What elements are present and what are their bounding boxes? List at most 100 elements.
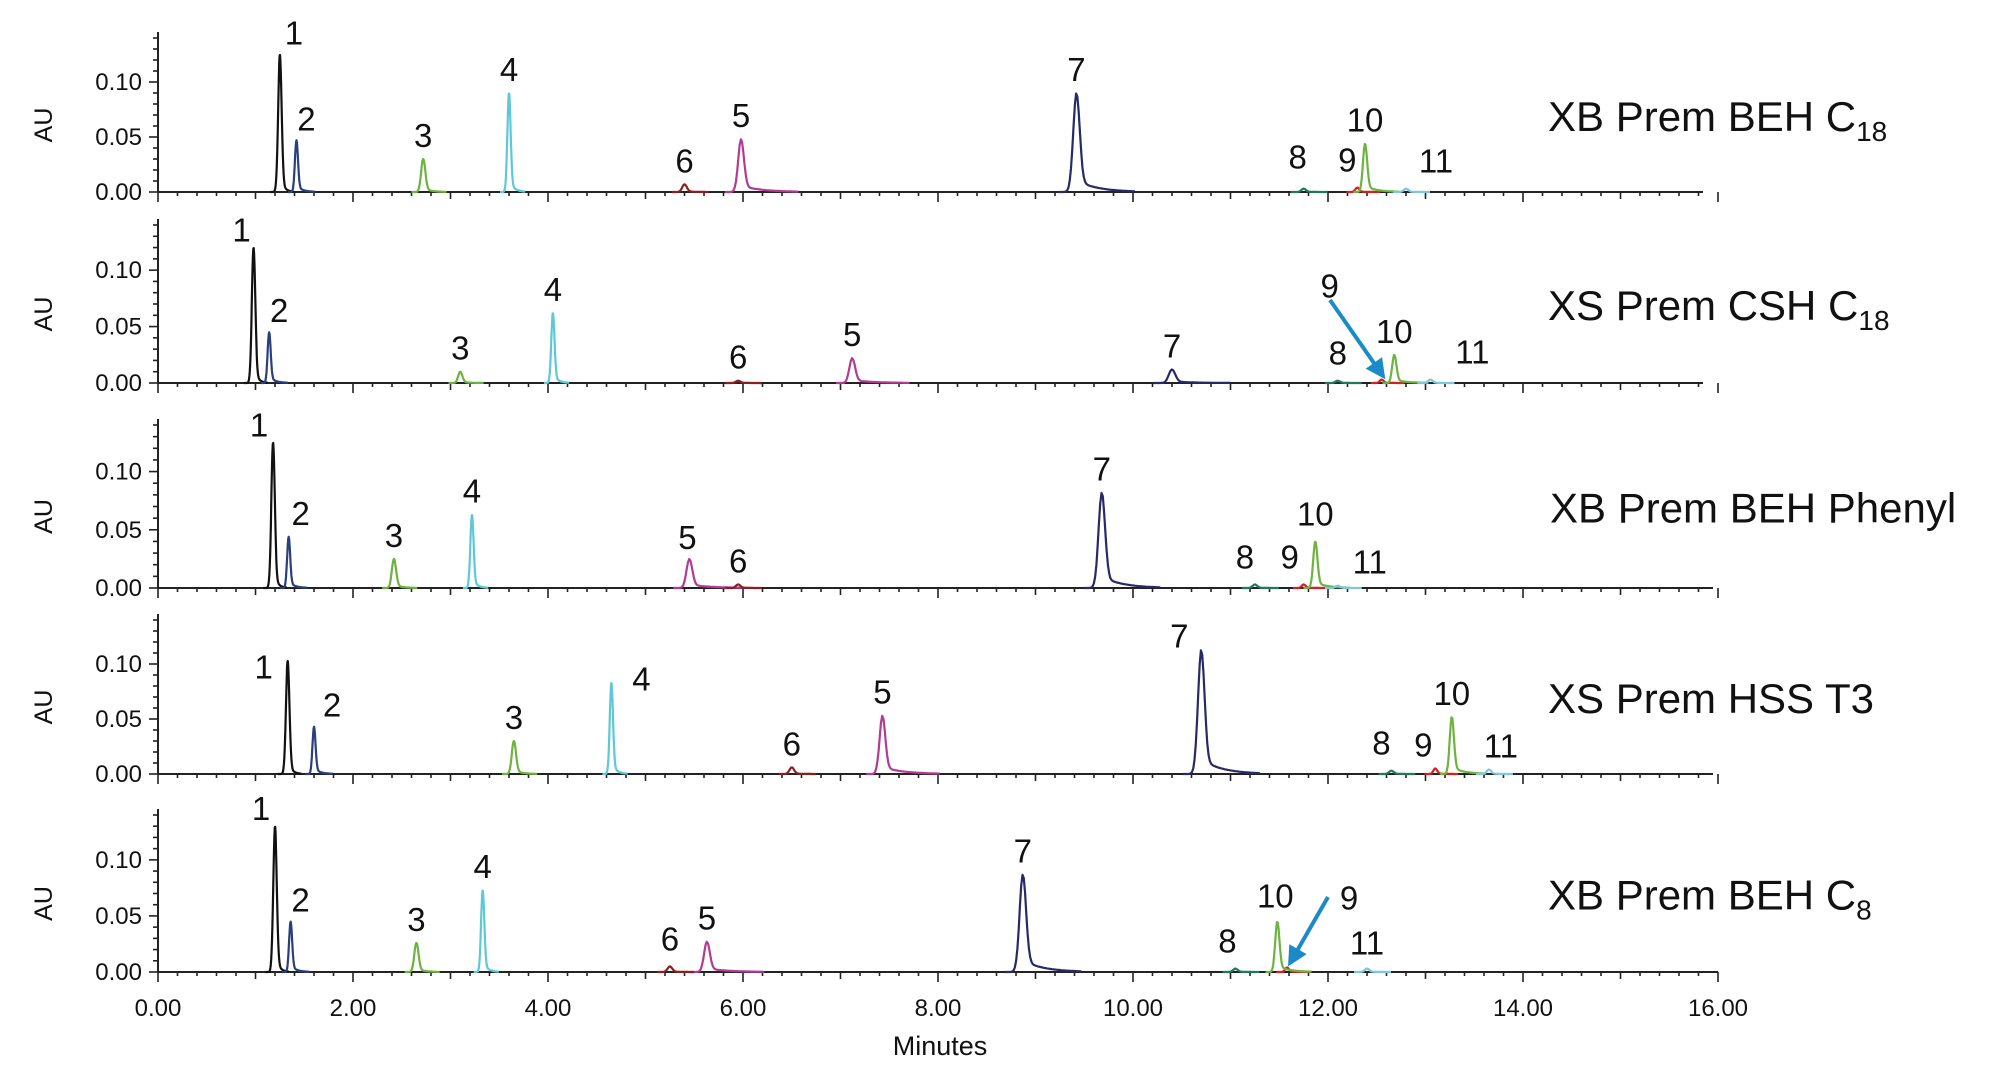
y-tick-label: 0.10 xyxy=(95,459,142,486)
peak-trace-7 xyxy=(1153,368,1231,385)
peak-label: 10 xyxy=(1347,102,1384,139)
peak-label: 5 xyxy=(843,316,861,353)
peak-trace-4 xyxy=(543,312,570,385)
peak-trace-3 xyxy=(381,557,418,590)
peak-trace-6 xyxy=(724,583,763,590)
peak-label: 1 xyxy=(252,790,270,827)
peak-label: 4 xyxy=(473,848,491,885)
peak-label: 8 xyxy=(1288,139,1306,176)
peak-trace-9 xyxy=(1346,186,1381,194)
column-label: XS Prem CSH C18 xyxy=(1548,282,1890,336)
peak-trace-10 xyxy=(1303,540,1350,590)
peak-label: 8 xyxy=(1372,725,1390,762)
peak-label: 10 xyxy=(1433,675,1470,712)
peak-label: 7 xyxy=(1093,451,1111,488)
column-label: XB Prem BEH C18 xyxy=(1548,93,1887,147)
peak-trace-1 xyxy=(269,53,295,194)
peak-label: 9 xyxy=(1340,880,1358,917)
peak-label: 1 xyxy=(254,649,272,686)
column-label-subscript: 8 xyxy=(1856,895,1872,926)
peak-trace-8 xyxy=(1241,583,1280,590)
peak-label: 5 xyxy=(698,900,716,937)
peak-trace-4 xyxy=(601,682,629,776)
peak-label: 7 xyxy=(1067,51,1085,88)
y-tick-label: 0.00 xyxy=(95,370,142,397)
peak-label: 6 xyxy=(729,543,747,580)
peak-label: 7 xyxy=(1163,327,1181,364)
peak-label: 6 xyxy=(661,920,679,957)
peak-trace-5 xyxy=(725,138,799,194)
peak-label: 3 xyxy=(407,901,425,938)
x-tick-label: 14.00 xyxy=(1493,995,1553,1022)
peak-trace-2 xyxy=(259,331,289,385)
column-label-main: XS Prem CSH C xyxy=(1548,282,1858,329)
peak-label: 11 xyxy=(1419,143,1453,180)
x-tick-label: 12.00 xyxy=(1298,995,1358,1022)
peak-label: 6 xyxy=(675,142,693,179)
x-axis-title: Minutes xyxy=(893,1031,988,1061)
peak-label: 10 xyxy=(1376,313,1413,350)
column-label: XS Prem HSS T3 xyxy=(1548,675,1874,722)
chromatogram-panel: 0.00 0.05 0.10 AU 1 2 3 4 5 6 7 8 910 11 XS Prem HSS T… xyxy=(30,614,1874,788)
peak-trace-1 xyxy=(262,441,288,590)
column-label-main: XB Prem BEH C xyxy=(1548,93,1856,140)
peak-label: 1 xyxy=(232,212,250,249)
peak-trace-8 xyxy=(1378,769,1416,776)
peak-trace-11 xyxy=(1392,187,1431,194)
y-axis-title: AU xyxy=(30,108,58,143)
peak-trace-2 xyxy=(287,139,316,194)
y-tick-label: 0.00 xyxy=(95,761,142,788)
y-tick-label: 0.00 xyxy=(95,959,142,986)
peak-trace-1 xyxy=(277,660,303,776)
y-axis-title: AU xyxy=(30,886,58,921)
peak-label: 2 xyxy=(323,687,341,724)
x-tick-label: 16.00 xyxy=(1688,995,1748,1022)
chromatogram-panel: 0.00 0.05 0.10 AU 1 2 3 4 56 7 8 9 10 11 XB Prem BEH P… xyxy=(30,406,1956,602)
peak-trace-11 xyxy=(1324,584,1363,590)
peak-pointer-arrow xyxy=(1288,896,1330,967)
peak-label: 11 xyxy=(1484,728,1518,765)
peak-trace-5 xyxy=(866,714,940,776)
peak-label: 11 xyxy=(1455,334,1489,371)
peak-trace-6 xyxy=(724,379,763,385)
peak-label: 11 xyxy=(1350,925,1384,962)
peak-trace-3 xyxy=(404,941,441,974)
x-tick-label: 0.00 xyxy=(135,995,182,1022)
column-label: XB Prem BEH C8 xyxy=(1548,872,1872,926)
y-tick-label: 0.05 xyxy=(95,124,142,151)
peak-trace-7 xyxy=(1183,649,1260,776)
peak-label: 1 xyxy=(285,15,303,52)
peak-trace-10 xyxy=(1352,142,1400,194)
peak-label: 11 xyxy=(1353,544,1387,581)
x-tick-label: 10.00 xyxy=(1103,995,1163,1022)
y-tick-label: 0.10 xyxy=(95,257,142,284)
peak-trace-4 xyxy=(462,514,489,590)
peak-trace-5 xyxy=(836,357,910,385)
peak-trace-10 xyxy=(1265,920,1312,974)
peak-label: 9 xyxy=(1320,268,1338,305)
peak-label: 4 xyxy=(544,271,562,308)
column-label-main: XB Prem BEH Phenyl xyxy=(1550,485,1956,532)
y-tick-label: 0.10 xyxy=(95,651,142,678)
peak-trace-3 xyxy=(501,739,538,776)
peak-label: 9 xyxy=(1338,142,1356,179)
y-tick-label: 0.00 xyxy=(95,179,142,206)
peak-label: 4 xyxy=(463,473,481,510)
peak-label: 6 xyxy=(783,725,801,762)
peak-trace-2 xyxy=(281,920,310,974)
y-tick-label: 0.05 xyxy=(95,314,142,341)
peak-label: 10 xyxy=(1257,878,1294,915)
peak-label: 8 xyxy=(1236,539,1254,576)
y-tick-label: 0.05 xyxy=(95,517,142,544)
y-tick-label: 0.10 xyxy=(95,69,142,96)
peak-label: 5 xyxy=(678,519,696,556)
peak-trace-5 xyxy=(690,940,765,974)
peak-label: 8 xyxy=(1218,923,1236,960)
peak-trace-8 xyxy=(1222,967,1260,974)
column-label: XB Prem BEH Phenyl xyxy=(1550,485,1956,532)
peak-label: 2 xyxy=(291,495,309,532)
peak-trace-3 xyxy=(410,157,448,194)
